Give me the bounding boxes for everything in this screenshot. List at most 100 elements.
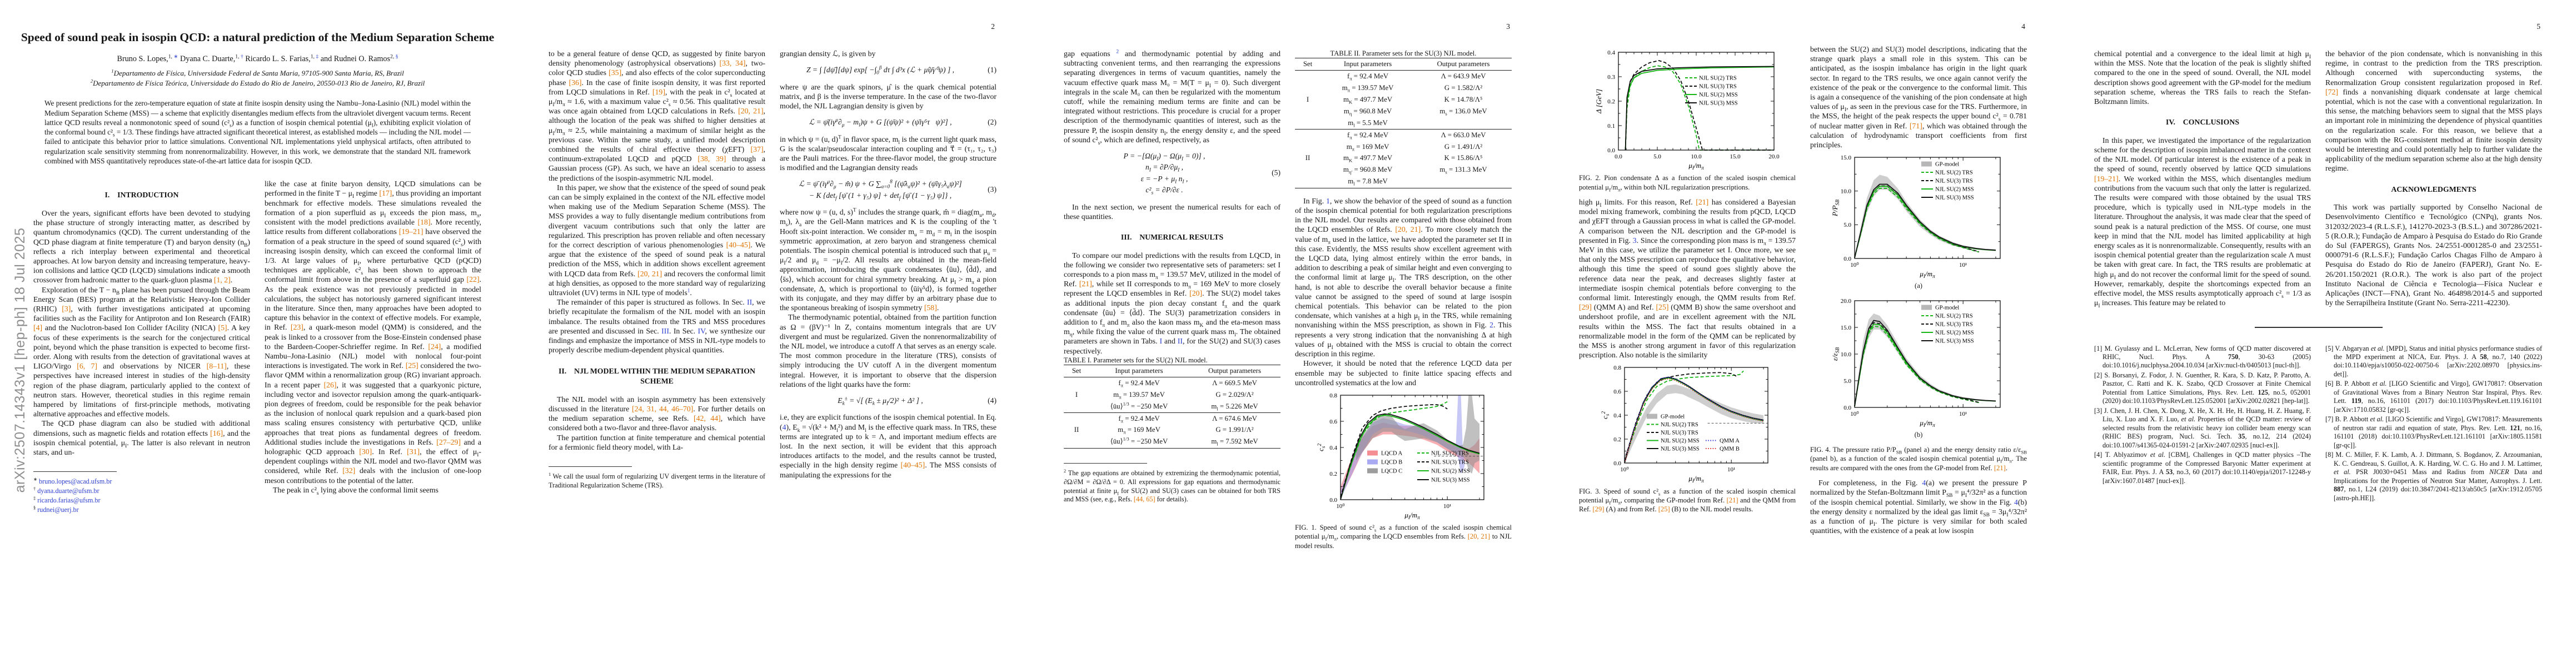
page5-right-column: the behavior of the pion condensate, whi…	[2325, 49, 2542, 308]
email-link[interactable]: ricardo.farias@ufsm.br	[37, 496, 101, 504]
paragraph: grangian density ℒ, is given by	[780, 49, 876, 58]
page3-left-column: gap equations 2 and thermodynamic potent…	[1064, 49, 1280, 556]
paragraph: The NJL model with an isospin asymmetry …	[549, 395, 766, 432]
svg-text:cs​2​: cs​2​	[1317, 444, 1327, 451]
section-heading-introduction: I. INTRODUCTION	[104, 191, 179, 200]
figure-1-chart: 10⁰ 10¹ 0.0 0.2 0.4 0.6 0.8 μI​/mπ​ cs​2​ LQCD A L…	[1295, 391, 1512, 523]
svg-text:0.2: 0.2	[1329, 471, 1337, 477]
figure-2-caption: FIG. 2. Pion condensate Δ as a function …	[1579, 174, 1796, 193]
table-row: ⟨ūu⟩1/3 = −250 MeV ml = 5.226 MeV	[1110, 401, 1258, 412]
svg-text:NJL SU(2) MSS: NJL SU(2) MSS	[1935, 330, 1974, 336]
references-right: [5] V. Abgaryan et al. [MPD], Status and…	[2325, 345, 2542, 504]
svg-text:0.4: 0.4	[1613, 412, 1621, 419]
paragraph: like the case at finite baryon density, …	[265, 180, 482, 485]
paragraph: chemical potential and a convergence to …	[2094, 49, 2311, 106]
email-link[interactable]: bruno.lopes@acad.ufsm.br	[39, 477, 112, 486]
svg-text:LQCD C: LQCD C	[1381, 468, 1402, 474]
equation-4: Ek± = √[ (Ek ± μI/2)² + Δ² ] , (4)	[838, 395, 996, 406]
table-row: mπ = 169 MeV G = 1.491/Λ²	[1346, 142, 1483, 152]
svg-text:0.4: 0.4	[1329, 445, 1337, 451]
svg-text:NJL SU(3) TRS: NJL SU(3) TRS	[1661, 430, 1698, 436]
page1-left-column: I. INTRODUCTION Over the years, signific…	[33, 179, 250, 515]
svg-text:μI​/mπ​: μI​/mπ​	[1919, 419, 1935, 429]
paragraph: In this paper, we show that the existenc…	[549, 183, 765, 297]
paragraph: However, it should be noted that the ref…	[1295, 359, 1512, 387]
svg-text:NJL SU(2) TRS: NJL SU(2) TRS	[1699, 76, 1737, 82]
figure-3-caption: FIG. 3. Speed of sound c²s as a function…	[1579, 487, 1796, 514]
svg-text:0.0: 0.0	[1613, 460, 1621, 467]
table-row: II mπ = 169 MeV G = 1.991/Λ²	[1074, 426, 1254, 436]
svg-text:15.0: 15.0	[1841, 325, 1852, 331]
table-1: Set Input parameters Output parameters fπ …	[1064, 365, 1280, 449]
svg-text:10.0: 10.0	[1841, 351, 1852, 358]
table-row: mη′ = 960.8 MeV ms = 131.3 MeV	[1343, 166, 1487, 175]
paragraph: The peak in c²s lying above the conforma…	[273, 485, 439, 496]
svg-text:QMM B: QMM B	[1720, 446, 1740, 452]
reference-item: [2] S. Borsanyi, Z. Fodor, J. N. Guenthe…	[2094, 371, 2311, 405]
affiliation-1: 1Departamento de Física, Universidade Fe…	[111, 68, 404, 77]
section-heading-results: III. NUMERICAL RESULTS	[1120, 233, 1224, 241]
page-1: arXiv:2507.14343v1 [hep-ph] 18 Jul 2025 …	[0, 0, 515, 667]
svg-text:NJL SU(3) TRS: NJL SU(3) TRS	[1431, 459, 1469, 465]
figure-4-panel-b: 10⁰ 10¹ 0.0 5.0 10.0 15.0 20.0 μI​/mπ​ ε/εSB​ GP-…	[1810, 296, 2027, 440]
reference-item: [8] M. C. Miller, F. K. Lamb, A. J. Ditt…	[2325, 451, 2542, 502]
table-row: fπ = 92.4 MeV Λ = 643.9 MeV	[1347, 72, 1486, 82]
svg-text:10.0: 10.0	[1841, 188, 1852, 195]
svg-text:10⁰: 10⁰	[1620, 466, 1629, 473]
email-list: ∗ bruno.lopes@acad.ufsm.br † dyana.duarte…	[33, 477, 250, 514]
figure-3: 10⁰ 10¹ 0.0 0.2 0.4 0.6 0.8 μI​/mπ​ cs​2​ GP-mode…	[1579, 363, 1796, 514]
svg-text:0.1: 0.1	[1607, 123, 1615, 130]
footnote-marker: ∗	[33, 477, 37, 482]
svg-text:GP-model: GP-model	[1935, 305, 1959, 311]
abstract: We present predictions for the zero-temp…	[44, 99, 471, 165]
svg-text:0.0: 0.0	[1615, 153, 1622, 160]
arxiv-watermark: arXiv:2507.14343v1 [hep-ph] 18 Jul 2025	[12, 227, 28, 493]
svg-text:LQCD A: LQCD A	[1381, 450, 1403, 456]
figure-3-chart: 10⁰ 10¹ 0.0 0.2 0.4 0.6 0.8 μI​/mπ​ cs​2​ GP-mode…	[1579, 363, 1796, 486]
svg-text:0.6: 0.6	[1613, 389, 1621, 395]
table-row: II mK = 497.7 MeV K = 15.86/Λ⁵	[1305, 154, 1483, 164]
svg-text:20.0: 20.0	[1841, 298, 1852, 305]
footnote-block: 2 The gap equations are obtained by extr…	[1064, 462, 1280, 504]
email-link[interactable]: dyana.duarte@ufsm.br	[37, 487, 99, 495]
footnote-marker: †	[33, 486, 36, 491]
svg-text:μI​/mπ​: μI​/mπ​	[1688, 161, 1704, 171]
references-left: [1] M. Gyulassy and L. McLerran, New for…	[2094, 345, 2311, 504]
reference-item: [7] B. P. Abbott et al. [LIGO Scientific…	[2325, 415, 2543, 449]
svg-text:10⁰: 10⁰	[1850, 262, 1859, 268]
paragraph: In Fig. 1, we show the behavior of the s…	[1295, 196, 1512, 359]
email-link[interactable]: rudnei@uerj.br	[37, 505, 79, 514]
page2-right-column: grangian density ℒ, is given by Z = ∫ [d…	[780, 49, 996, 491]
svg-text:NJL SU(2) MSS: NJL SU(2) MSS	[1431, 468, 1470, 474]
page-number: 5	[2537, 22, 2540, 31]
equation-2: ℒ = ψ̄(iγμ∂μ − ml)ψ + G [(ψ̄ψ)² + (ψ̄iγ⁵…	[809, 117, 996, 128]
svg-text:10¹: 10¹	[1727, 466, 1735, 473]
svg-text:0.0: 0.0	[1843, 405, 1851, 411]
section-heading-acknowledgments: ACKNOWLEDGMENTS	[2391, 185, 2477, 193]
page4-right-column: between the SU(2) and SU(3) model descri…	[1810, 44, 2027, 535]
svg-text:0.0: 0.0	[1329, 497, 1337, 504]
svg-text:NJL SU(3) MSS: NJL SU(3) MSS	[1661, 446, 1700, 452]
paper-title: Speed of sound peak in isospin QCD: a na…	[21, 31, 495, 44]
figure-4-caption: FIG. 4. The pressure ratio P/PSB (panel …	[1810, 446, 2027, 472]
paragraph: in which ψ = (u, d)T in flavor space, ml…	[780, 135, 996, 172]
reference-item: [6] B. P. Abbott et al. [LIGO Scientific…	[2325, 380, 2542, 414]
figure-2: 0.0 5.0 10.0 15.0 20.0 0.0 0.1 0.2 0.3 0.4 μI​/mπ​…	[1579, 48, 1796, 192]
authors-line: Bruno S. Lopes,1, ∗ Dyana C. Duarte,1, †…	[117, 53, 398, 63]
page-number: 4	[2021, 22, 2025, 31]
table-2-set-1: fπ = 92.4 MeV Λ = 643.9 MeV mπ = 139.57 Me…	[1295, 71, 1512, 130]
panel-label-b: (b)	[1914, 431, 1923, 439]
svg-text:20.0: 20.0	[1768, 153, 1780, 160]
email-line: † dyana.duarte@ufsm.br	[33, 486, 250, 496]
svg-text:NJL SU(3) MSS: NJL SU(3) MSS	[1431, 477, 1470, 483]
paragraph: where now ψ = (u, d, s)T includes the st…	[780, 207, 997, 312]
footnote-block: ∗ bruno.lopes@acad.ufsm.br † dyana.duarte…	[33, 471, 250, 514]
footnote-rule	[33, 471, 117, 472]
footnote-block: 1 We call the usual form of regularizing…	[549, 466, 765, 490]
svg-text:0.8: 0.8	[1613, 365, 1621, 371]
svg-text:NJL SU(2) TRS: NJL SU(2) TRS	[1935, 170, 1973, 176]
table-2-set-2: fπ = 92.4 MeV Λ = 663.0 MeV mπ = 169 MeV G …	[1295, 129, 1512, 188]
paragraph: where ψ are the quark spinors, μ̂ is the…	[780, 82, 996, 110]
svg-text:5.0: 5.0	[1653, 153, 1661, 160]
